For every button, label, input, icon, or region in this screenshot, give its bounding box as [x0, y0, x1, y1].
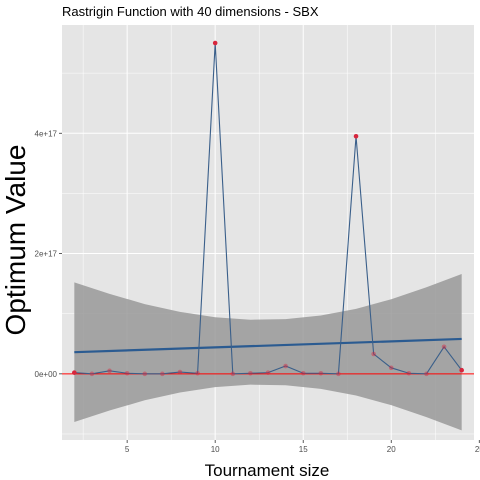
x-axis-title: Tournament size: [205, 461, 330, 480]
trend-line: [74, 337, 462, 354]
data-point: [300, 370, 306, 376]
data-point: [265, 370, 271, 375]
data-point: [72, 370, 77, 375]
data-point: [212, 40, 218, 46]
series-line: [74, 43, 463, 375]
data-point: [424, 371, 429, 377]
y-tick-label: 4e+17: [35, 129, 58, 138]
data-point: [353, 133, 359, 139]
data-point: [107, 368, 112, 374]
x-tick-label: 5: [125, 445, 130, 454]
x-tick-label: 20: [387, 445, 396, 454]
series-points: [72, 40, 464, 377]
data-point: [283, 363, 288, 369]
chart-title: Rastrigin Function with 40 dimensions - …: [62, 4, 319, 19]
x-axis-ticks: 5 10 15 20 25: [125, 440, 480, 454]
data-point: [441, 344, 447, 350]
data-point: [318, 370, 324, 376]
data-point: [459, 367, 464, 373]
data-point: [160, 371, 165, 377]
y-axis-ticks: 0e+00 2e+17 4e+17: [35, 129, 62, 379]
data-point: [336, 371, 341, 377]
x-tick-label: 25: [475, 445, 480, 454]
data-point: [177, 369, 183, 375]
data-point: [195, 370, 200, 376]
y-tick-label: 2e+17: [35, 250, 58, 259]
confidence-band: [74, 274, 462, 431]
y-tick-label: 0e+00: [35, 370, 58, 379]
x-tick-label: 10: [211, 445, 220, 454]
data-point: [142, 371, 148, 377]
data-point: [89, 371, 95, 377]
data-point: [388, 365, 394, 371]
data-point: [230, 371, 236, 377]
x-tick-label: 15: [299, 445, 308, 454]
data-point: [248, 370, 253, 376]
data-point: [124, 370, 130, 376]
y-axis-title: Optimum Value: [0, 145, 31, 336]
data-point: [406, 370, 412, 376]
data-point: [371, 351, 376, 357]
